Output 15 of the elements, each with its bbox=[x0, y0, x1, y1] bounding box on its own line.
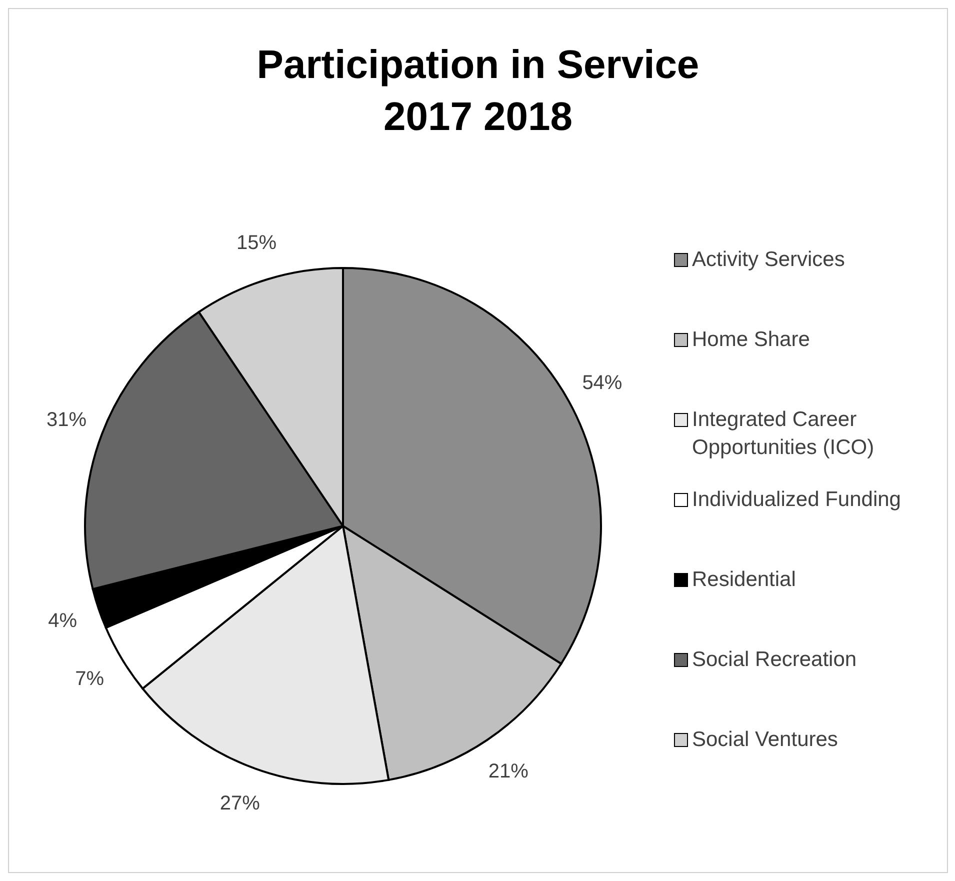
data-label: 21% bbox=[488, 760, 529, 783]
data-label: 7% bbox=[75, 668, 104, 690]
data-label: 4% bbox=[48, 610, 78, 632]
legend-label: Activity Services bbox=[692, 247, 845, 273]
data-label: 31% bbox=[46, 409, 87, 432]
chart-title: Participation in Service 2017 2018 bbox=[256, 42, 700, 141]
legend-label: Social Recreation bbox=[692, 647, 857, 673]
legend-label: Integrated Career Opportunities (ICO) bbox=[692, 407, 876, 461]
data-label: 27% bbox=[220, 792, 260, 814]
data-label: 54% bbox=[582, 372, 622, 394]
legend-label: Residential bbox=[692, 567, 796, 593]
legend-label: Home Share bbox=[692, 327, 810, 353]
legend-label: Social Ventures bbox=[692, 727, 838, 753]
data-label: 15% bbox=[236, 232, 277, 254]
legend-label: Individualized Funding bbox=[692, 487, 901, 513]
